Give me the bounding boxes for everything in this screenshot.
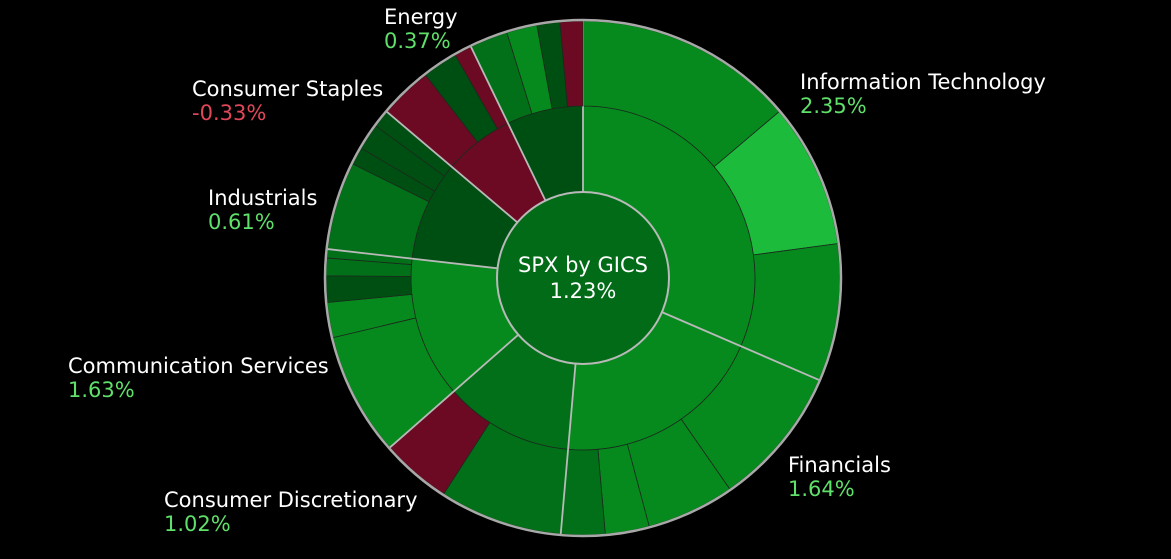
sector-change: 0.37%	[384, 29, 451, 53]
sector-change: 1.64%	[788, 477, 855, 501]
sector-name: Industrials	[208, 186, 318, 210]
sector-divider	[327, 248, 498, 270]
label-consumer-staples: Consumer Staples -0.33%	[192, 77, 383, 125]
sector-change: 1.63%	[68, 378, 135, 402]
sector-divider	[386, 111, 518, 224]
label-communication-services: Communication Services 1.63%	[68, 354, 329, 402]
sector-change: 0.61%	[208, 210, 275, 234]
label-information-technology: Information Technology 2.35%	[800, 70, 1046, 118]
sector-name: Information Technology	[800, 70, 1046, 94]
sector-name: Communication Services	[68, 354, 329, 378]
sector-name: Energy	[384, 5, 458, 29]
sector-divider	[559, 363, 577, 535]
sub-industry-ring	[325, 20, 841, 536]
center-value: 1.23%	[550, 279, 617, 303]
sector-change: 2.35%	[800, 94, 867, 118]
sector-name: Consumer Staples	[192, 77, 384, 101]
center-disc	[496, 191, 670, 365]
sector-divider	[661, 311, 820, 381]
label-industrials: Industrials 0.61%	[208, 186, 317, 234]
label-consumer-discretionary: Consumer Discretionary 1.02%	[164, 488, 418, 536]
sector-divider	[470, 46, 547, 202]
sector-name: Financials	[788, 453, 891, 477]
center-title: SPX by GICS	[518, 253, 648, 277]
sector-change: 1.02%	[164, 512, 231, 536]
sector-divider	[389, 334, 519, 449]
chart-outline	[323, 18, 843, 538]
label-financials: Financials 1.64%	[788, 453, 891, 501]
sector-change: -0.33%	[192, 101, 267, 125]
sector-name: Consumer Discretionary	[164, 488, 418, 512]
label-energy: Energy 0.37%	[384, 5, 458, 53]
